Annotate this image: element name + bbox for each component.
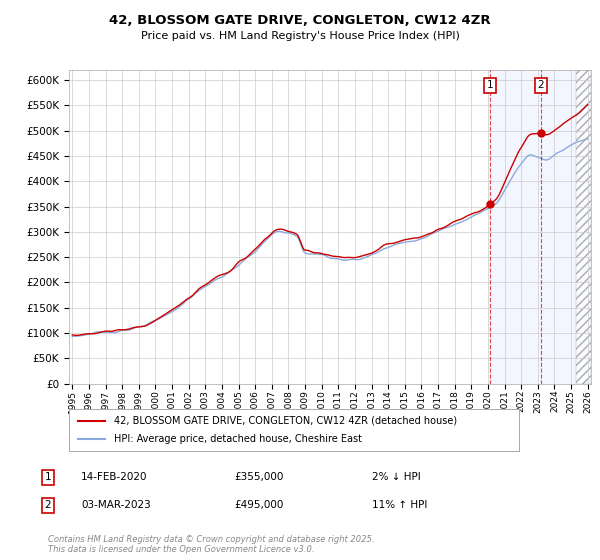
Text: 2: 2 — [538, 80, 544, 90]
Bar — [576, 70, 591, 384]
Text: 14-FEB-2020: 14-FEB-2020 — [81, 472, 148, 482]
Text: 03-MAR-2023: 03-MAR-2023 — [81, 500, 151, 510]
Text: HPI: Average price, detached house, Cheshire East: HPI: Average price, detached house, Ches… — [114, 434, 362, 444]
Bar — [488, 70, 576, 384]
Text: 42, BLOSSOM GATE DRIVE, CONGLETON, CW12 4ZR: 42, BLOSSOM GATE DRIVE, CONGLETON, CW12 … — [109, 14, 491, 27]
Text: 1: 1 — [44, 472, 52, 482]
Text: 1: 1 — [487, 80, 493, 90]
Bar — [576, 70, 591, 384]
Text: £495,000: £495,000 — [234, 500, 283, 510]
Text: Contains HM Land Registry data © Crown copyright and database right 2025.
This d: Contains HM Land Registry data © Crown c… — [48, 535, 374, 554]
Text: 2% ↓ HPI: 2% ↓ HPI — [372, 472, 421, 482]
Text: 2: 2 — [44, 500, 52, 510]
Text: £355,000: £355,000 — [234, 472, 283, 482]
Text: Price paid vs. HM Land Registry's House Price Index (HPI): Price paid vs. HM Land Registry's House … — [140, 31, 460, 41]
Text: 42, BLOSSOM GATE DRIVE, CONGLETON, CW12 4ZR (detached house): 42, BLOSSOM GATE DRIVE, CONGLETON, CW12 … — [114, 416, 457, 426]
Text: 11% ↑ HPI: 11% ↑ HPI — [372, 500, 427, 510]
